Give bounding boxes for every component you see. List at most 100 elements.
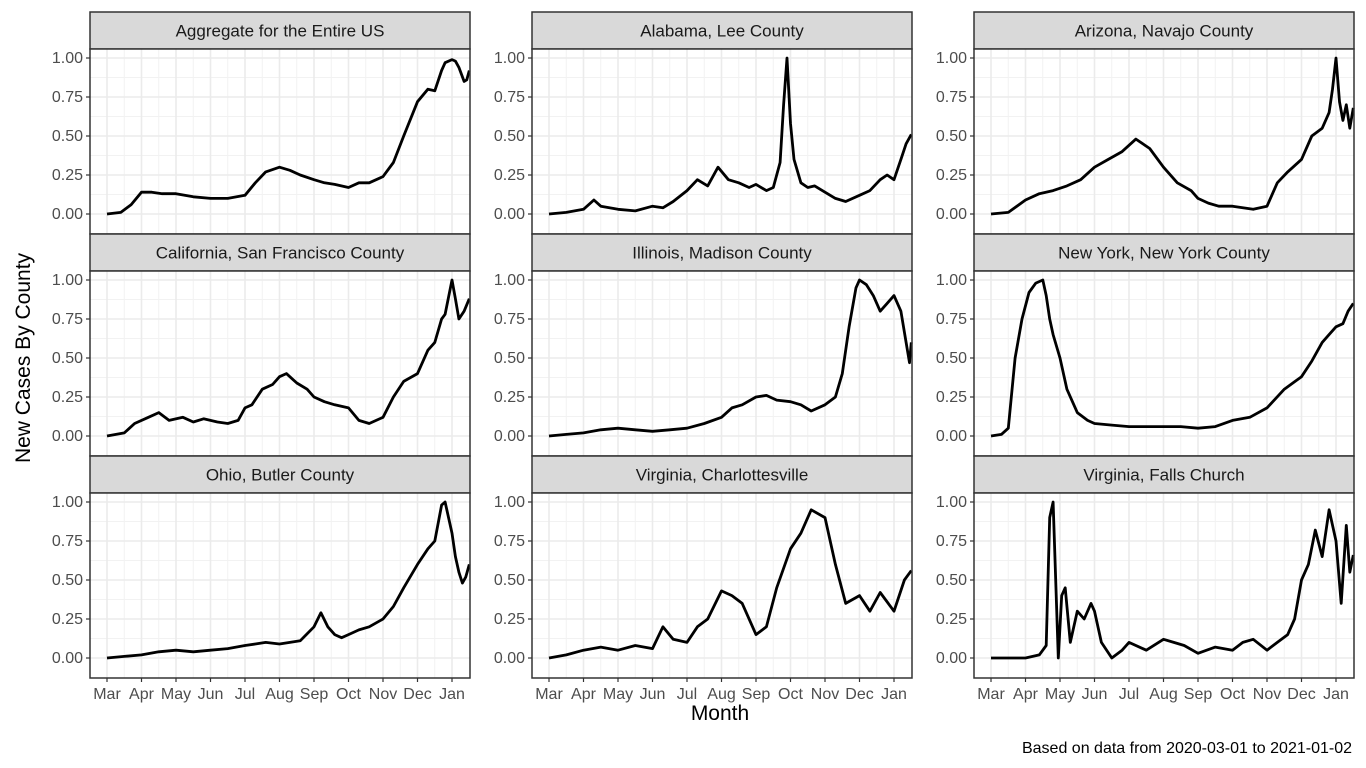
x-tick-label: Mar — [93, 686, 121, 703]
x-tick-label: May — [603, 686, 633, 703]
y-tick-label: 0.00 — [936, 206, 967, 223]
caption-text: Based on data from 2020-03-01 to 2021-01… — [1022, 740, 1352, 757]
x-tick-label: Jan — [881, 686, 907, 703]
x-axis-title: Month — [691, 702, 749, 725]
y-tick-label: 0.00 — [494, 206, 525, 223]
x-tick-label: Apr — [1013, 686, 1039, 703]
y-tick-label: 0.00 — [52, 206, 83, 223]
facet-panel: Illinois, Madison County 0.00 0.25 0.50 0.75… — [494, 233, 913, 481]
series-line — [991, 500, 1355, 660]
series-line — [548, 508, 913, 660]
x-tick-label: Jun — [198, 686, 224, 703]
facet-strip-label: New York, New York County — [1058, 244, 1270, 263]
series-line — [548, 278, 913, 438]
y-tick-label: 0.75 — [494, 533, 525, 550]
y-tick-label: 0.25 — [494, 389, 525, 406]
x-tick-label: Jan — [439, 686, 465, 703]
y-tick-label: 1.00 — [494, 272, 525, 289]
x-tick-label: Jul — [1119, 686, 1139, 703]
x-tick-label: Jun — [1082, 686, 1108, 703]
y-tick-label: 0.75 — [52, 533, 83, 550]
x-tick-label: Dec — [1287, 686, 1315, 703]
facet-strip — [531, 233, 913, 272]
facet-strip-label: Arizona, Navajo County — [1075, 22, 1254, 41]
facet-strip — [973, 11, 1355, 50]
x-tick-label: Aug — [265, 686, 293, 703]
y-tick-label: 0.50 — [494, 128, 525, 145]
x-tick-label: Jul — [677, 686, 697, 703]
x-tick-label: Oct — [1220, 686, 1245, 703]
y-tick-label: 1.00 — [494, 50, 525, 67]
x-tick-label: Mar — [977, 686, 1005, 703]
facet-panel: New York, New York County 0.00 0.25 0.50 0.7… — [936, 233, 1355, 481]
x-tick-label: Jul — [235, 686, 255, 703]
y-tick-label: 1.00 — [936, 50, 967, 67]
series-line — [548, 56, 913, 216]
x-tick-label: Mar — [535, 686, 563, 703]
x-tick-label: Nov — [1253, 686, 1281, 703]
y-axis-title: New Cases By County — [12, 252, 35, 463]
y-tick-label: 0.50 — [52, 572, 83, 589]
x-tick-label: Nov — [811, 686, 839, 703]
x-tick-label: May — [1045, 686, 1075, 703]
facet-strip-label: Virginia, Falls Church — [1083, 466, 1244, 485]
y-tick-label: 0.50 — [52, 128, 83, 145]
facet-strip-label: Alabama, Lee County — [640, 22, 804, 41]
y-tick-label: 0.00 — [494, 428, 525, 445]
x-tick-label: Nov — [369, 686, 397, 703]
y-tick-label: 1.00 — [52, 272, 83, 289]
x-tick-label: Apr — [571, 686, 597, 703]
facet-strip — [89, 455, 471, 494]
facet-strip — [531, 11, 913, 50]
y-tick-label: 0.75 — [936, 311, 967, 328]
facet-strip-label: Illinois, Madison County — [632, 244, 812, 263]
y-tick-label: 1.00 — [52, 494, 83, 511]
series-line — [106, 58, 471, 216]
facet-panel: Aggregate for the Entire US 0.00 0.25 0.50 0… — [52, 11, 471, 259]
y-tick-label: 0.75 — [936, 89, 967, 106]
x-tick-label: Oct — [336, 686, 361, 703]
facet-strip — [89, 233, 471, 272]
y-tick-label: 1.00 — [936, 272, 967, 289]
y-tick-label: 0.50 — [936, 350, 967, 367]
x-tick-label: Dec — [403, 686, 431, 703]
series-line — [990, 56, 1355, 216]
facet-panel: Arizona, Navajo County 0.00 0.25 0.50 0.75 1.… — [936, 11, 1355, 259]
x-tick-label: Sep — [300, 686, 329, 703]
y-tick-label: 0.75 — [52, 311, 83, 328]
y-tick-label: 1.00 — [936, 494, 967, 511]
facet-strip-label: California, San Francisco County — [156, 244, 405, 263]
facet-strip-label: Ohio, Butler County — [206, 466, 355, 485]
x-tick-label: Apr — [129, 686, 155, 703]
facet-strip — [531, 455, 913, 494]
x-tick-label: Jun — [640, 686, 666, 703]
y-tick-label: 0.25 — [936, 611, 967, 628]
series-line — [106, 278, 471, 438]
y-tick-label: 0.25 — [936, 389, 967, 406]
y-tick-label: 0.25 — [52, 611, 83, 628]
x-tick-label: Dec — [845, 686, 873, 703]
y-tick-label: 0.00 — [52, 428, 83, 445]
y-tick-label: 0.00 — [936, 650, 967, 667]
facet-panel: Virginia, Falls Church 0.00 0.25 0.50 0.75 1.… — [936, 455, 1355, 703]
facet-panel: Ohio, Butler County 0.00 0.25 0.50 0.75 1.00 M… — [52, 455, 471, 703]
y-tick-label: 0.00 — [936, 428, 967, 445]
series-line — [990, 278, 1355, 438]
x-tick-label: Oct — [778, 686, 803, 703]
x-tick-label: Sep — [742, 686, 771, 703]
facet-panel: California, San Francisco County 0.00 0.25… — [52, 233, 471, 481]
facet-strip-label: Virginia, Charlottesville — [636, 466, 809, 485]
y-tick-label: 0.25 — [936, 167, 967, 184]
y-tick-label: 0.75 — [936, 533, 967, 550]
facet-strip — [89, 11, 471, 50]
y-tick-label: 0.75 — [494, 311, 525, 328]
x-tick-label: Aug — [1149, 686, 1177, 703]
y-tick-label: 0.75 — [494, 89, 525, 106]
y-tick-label: 0.25 — [52, 389, 83, 406]
y-tick-label: 0.00 — [494, 650, 525, 667]
panels-layer: Aggregate for the Entire US 0.00 0.25 0.50 0… — [52, 11, 1355, 703]
series-line — [106, 500, 471, 660]
facet-panel: Virginia, Charlottesville 0.00 0.25 0.50 0.7… — [494, 455, 913, 703]
